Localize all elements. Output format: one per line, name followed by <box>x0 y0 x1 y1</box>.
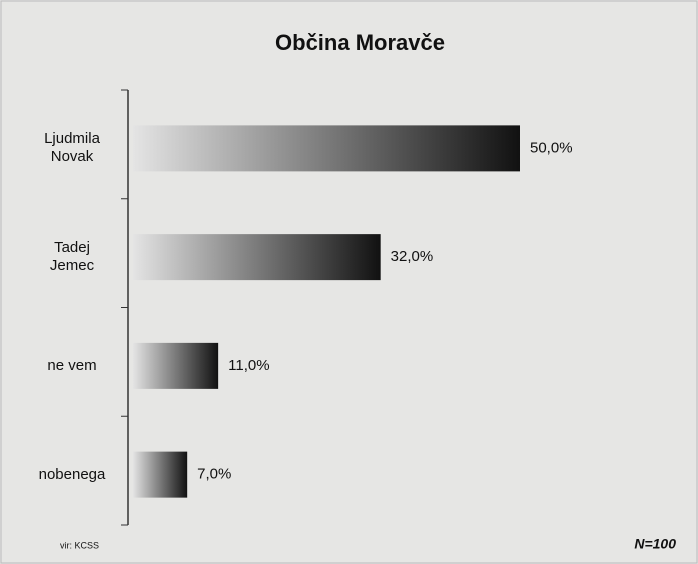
source-note: vir: KCSS <box>60 540 99 550</box>
bar <box>133 451 188 498</box>
value-label: 11,0% <box>228 357 269 374</box>
chart-title: Občina Moravče <box>275 30 445 55</box>
category-label: ne vem <box>47 356 97 374</box>
category-label: nobenega <box>38 465 106 483</box>
bar <box>133 125 520 172</box>
bar <box>133 342 219 389</box>
category-label: Ljudmila Novak <box>44 130 100 166</box>
value-label: 7,0% <box>197 466 231 483</box>
category-label: Tadej Jemec <box>49 239 95 275</box>
sample-size: N=100 <box>634 536 676 552</box>
value-label: 50,0% <box>530 139 573 156</box>
value-label: 32,0% <box>391 248 434 265</box>
bar <box>133 234 381 281</box>
